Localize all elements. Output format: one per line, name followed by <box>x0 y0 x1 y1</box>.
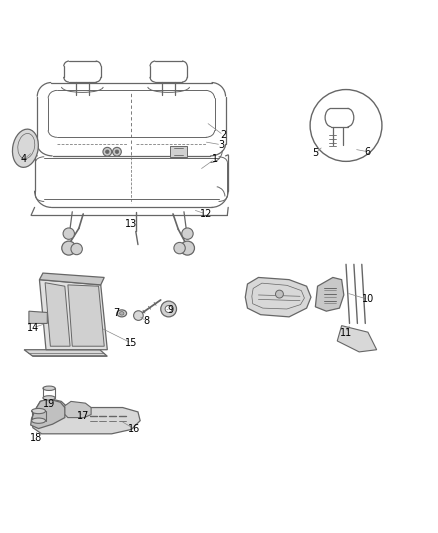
Polygon shape <box>64 401 91 418</box>
Polygon shape <box>39 280 107 350</box>
Text: 12: 12 <box>200 209 212 219</box>
Text: 18: 18 <box>30 433 42 443</box>
Circle shape <box>113 147 121 156</box>
Circle shape <box>134 311 143 320</box>
Text: 6: 6 <box>365 147 371 157</box>
Ellipse shape <box>12 129 39 167</box>
Polygon shape <box>24 350 107 356</box>
Ellipse shape <box>32 418 46 423</box>
Text: 2: 2 <box>220 130 226 140</box>
Polygon shape <box>31 399 65 429</box>
Text: 8: 8 <box>144 316 150 326</box>
Ellipse shape <box>43 386 55 391</box>
Polygon shape <box>337 326 377 352</box>
Circle shape <box>103 147 112 156</box>
Circle shape <box>161 301 177 317</box>
Circle shape <box>115 150 119 154</box>
Circle shape <box>174 243 185 254</box>
Circle shape <box>180 241 194 255</box>
Circle shape <box>63 228 74 239</box>
Ellipse shape <box>120 312 124 315</box>
Text: 7: 7 <box>113 309 119 318</box>
Text: 9: 9 <box>168 305 174 316</box>
Circle shape <box>71 243 82 255</box>
Text: 1: 1 <box>212 154 218 164</box>
Ellipse shape <box>43 395 55 400</box>
Text: 11: 11 <box>340 328 352 338</box>
Circle shape <box>62 241 76 255</box>
Polygon shape <box>39 273 104 285</box>
Text: 13: 13 <box>125 219 138 229</box>
Text: 14: 14 <box>27 323 39 333</box>
Polygon shape <box>29 311 47 324</box>
Polygon shape <box>315 278 344 311</box>
Circle shape <box>310 90 382 161</box>
Text: 5: 5 <box>312 149 318 158</box>
Text: 15: 15 <box>125 338 138 348</box>
Polygon shape <box>245 278 311 317</box>
Circle shape <box>276 290 283 298</box>
Circle shape <box>165 305 172 312</box>
Text: 16: 16 <box>127 424 140 433</box>
Polygon shape <box>170 147 187 157</box>
Text: 17: 17 <box>77 411 89 421</box>
Ellipse shape <box>117 310 127 317</box>
Text: 19: 19 <box>43 399 55 409</box>
Ellipse shape <box>32 408 46 414</box>
Text: 3: 3 <box>218 140 224 150</box>
Text: 10: 10 <box>362 294 374 304</box>
Polygon shape <box>68 285 104 346</box>
Circle shape <box>182 228 193 239</box>
Text: 4: 4 <box>21 154 27 164</box>
Polygon shape <box>32 399 140 434</box>
Polygon shape <box>45 282 70 346</box>
Circle shape <box>106 150 109 154</box>
